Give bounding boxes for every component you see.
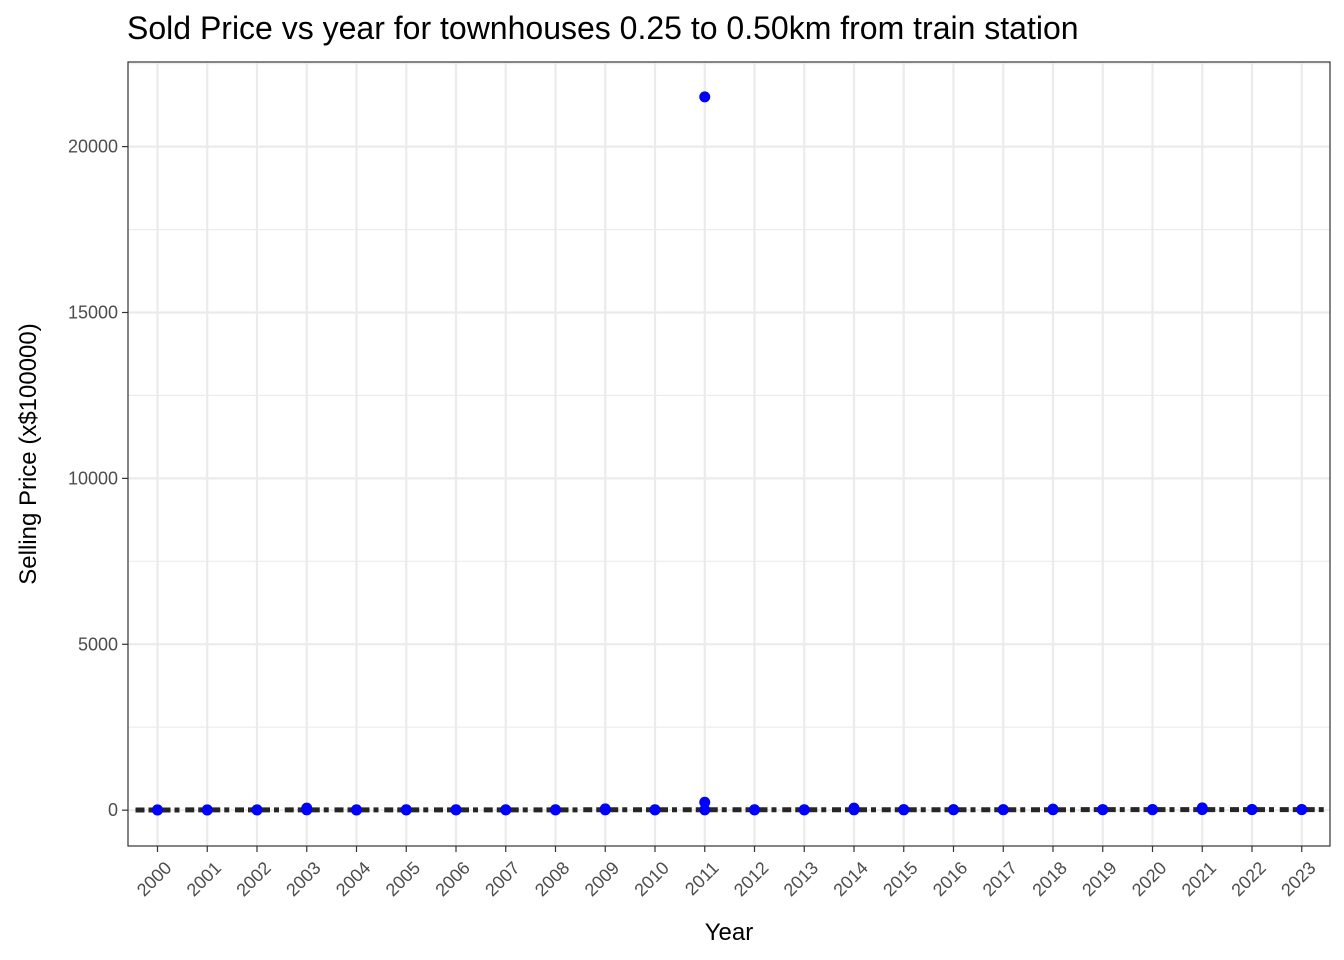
data-point <box>301 802 313 814</box>
x-axis-title: Year <box>705 919 754 946</box>
data-point <box>898 804 910 816</box>
data-point <box>649 804 661 816</box>
x-tick-label: 2019 <box>1078 858 1120 900</box>
x-tick-label: 2001 <box>183 858 225 900</box>
x-tick-label: 2017 <box>979 858 1021 900</box>
data-point <box>500 804 512 816</box>
data-point <box>599 803 611 815</box>
x-tick-label: 2021 <box>1178 858 1220 900</box>
x-tick-label: 2002 <box>232 858 274 900</box>
x-tick-label: 2008 <box>531 858 573 900</box>
data-point <box>1047 803 1059 815</box>
x-tick-label: 2003 <box>282 858 324 900</box>
data-point <box>848 802 860 814</box>
data-point <box>1147 804 1158 816</box>
data-point <box>351 804 362 816</box>
x-tick-label: 2007 <box>481 858 523 900</box>
data-points <box>152 91 1308 816</box>
data-point <box>400 804 412 816</box>
x-axis-ticks: 2000 2001 2002 2003 2004 2005 2006 2007 2008 2009… <box>133 846 1320 900</box>
y-tick-label: 0 <box>108 800 118 820</box>
x-tick-label: 2009 <box>581 858 623 900</box>
x-tick-label: 2000 <box>133 858 175 900</box>
x-tick-label: 2013 <box>780 858 822 900</box>
data-point <box>152 804 163 816</box>
data-point <box>699 796 711 808</box>
x-tick-label: 2006 <box>431 858 473 900</box>
data-point <box>1196 802 1208 814</box>
grid-major <box>128 62 1330 846</box>
x-tick-label: 2020 <box>1128 858 1170 900</box>
data-point <box>1296 803 1308 815</box>
y-tick-label: 20000 <box>68 137 118 157</box>
x-tick-label: 2005 <box>382 858 424 900</box>
x-tick-label: 2016 <box>929 858 971 900</box>
data-point <box>201 804 213 816</box>
x-tick-label: 2023 <box>1277 858 1319 900</box>
data-point <box>798 804 810 816</box>
x-tick-label: 2012 <box>730 858 772 900</box>
data-point <box>450 804 462 816</box>
y-axis-ticks: 0 5000 10000 15000 20000 <box>68 137 128 820</box>
x-tick-label: 2004 <box>332 858 374 900</box>
y-axis-title: Selling Price (x$100000) <box>15 323 42 584</box>
chart-title: Sold Price vs year for townhouses 0.25 t… <box>127 10 1079 46</box>
data-point <box>550 804 561 816</box>
x-tick-label: 2018 <box>1028 858 1070 900</box>
data-point <box>1246 804 1258 816</box>
x-tick-label: 2015 <box>879 858 921 900</box>
data-point <box>251 804 263 816</box>
x-tick-label: 2014 <box>829 858 871 900</box>
data-point <box>699 804 711 816</box>
data-point <box>699 91 711 103</box>
grid-minor <box>128 63 1330 728</box>
y-tick-label: 5000 <box>78 634 118 654</box>
data-point <box>1097 804 1109 816</box>
data-point <box>948 804 959 816</box>
y-tick-label: 10000 <box>68 468 118 488</box>
plot-panel-border <box>127 61 1331 847</box>
x-tick-label: 2010 <box>630 858 672 900</box>
data-point <box>997 804 1009 816</box>
y-tick-label: 15000 <box>68 302 118 322</box>
data-point <box>749 804 760 816</box>
x-tick-label: 2022 <box>1227 858 1269 900</box>
x-tick-label: 2011 <box>681 858 723 900</box>
